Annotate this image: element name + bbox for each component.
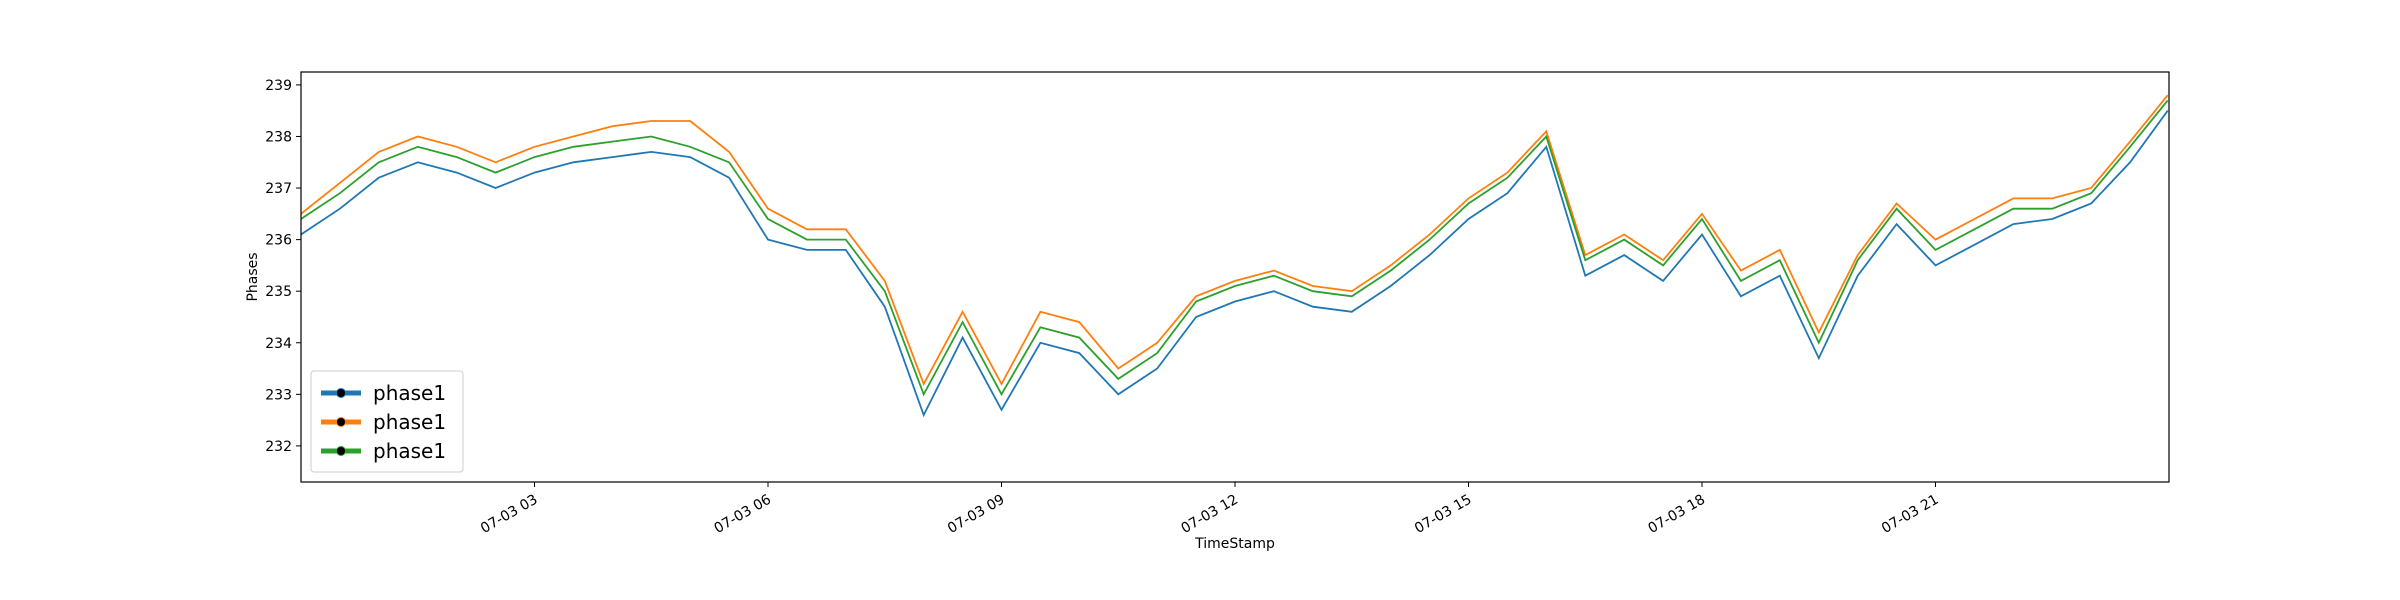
- y-tick-label: 238: [265, 129, 292, 145]
- y-tick-label: 237: [265, 181, 292, 197]
- plot-frame: [300, 71, 2170, 483]
- y-tick-label: 232: [265, 439, 292, 455]
- legend-label: phase1: [373, 381, 446, 405]
- series-line: [301, 110, 2169, 418]
- x-axis-label: TimeStamp: [1194, 536, 1275, 552]
- legend-label: phase1: [373, 410, 446, 434]
- series-line: [301, 94, 2169, 387]
- legend-label: phase1: [373, 439, 446, 463]
- series-line: [301, 99, 2169, 397]
- y-axis-label: Phases: [245, 252, 261, 301]
- legend-marker: [336, 417, 346, 427]
- y-tick-label: 233: [265, 387, 292, 403]
- legend-marker: [336, 446, 346, 456]
- legend-marker: [336, 388, 346, 398]
- y-tick-label: 236: [265, 233, 292, 249]
- y-tick-label: 234: [265, 336, 292, 352]
- y-tick-label: 239: [265, 78, 292, 94]
- legend-box: [310, 370, 464, 473]
- y-tick-label: 235: [265, 284, 292, 300]
